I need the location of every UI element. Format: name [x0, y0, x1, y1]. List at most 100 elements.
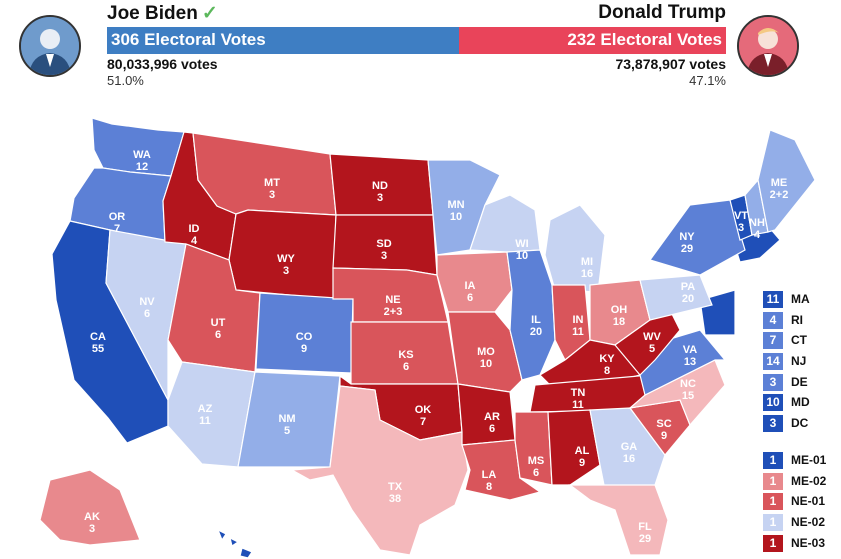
electoral-vote-box: 7 — [763, 332, 783, 350]
state-label-in: IN 11 — [572, 314, 584, 338]
district-ne-03[interactable]: 1 NE-03 — [763, 534, 838, 555]
small-state-ct[interactable]: 7 CT — [763, 331, 838, 352]
state-abbreviation: MA — [791, 292, 810, 306]
winner-check-icon: ✓ — [201, 3, 218, 24]
state-fl[interactable] — [568, 484, 669, 556]
electoral-vote-box: 1 — [763, 452, 783, 469]
small-state-de[interactable]: 3 DE — [763, 373, 838, 394]
district-me-02[interactable]: 1 ME-02 — [763, 472, 838, 493]
state-label-ga: GA 16 — [621, 441, 638, 465]
state-al[interactable] — [547, 409, 601, 486]
trump-avatar — [737, 15, 799, 77]
state-label-wv: WV 5 — [643, 331, 661, 355]
state-label-nv: NV 6 — [139, 296, 155, 320]
small-state-ma[interactable]: 11 MA — [763, 290, 838, 311]
district-ne-01[interactable]: 1 NE-01 — [763, 492, 838, 513]
district-ne-02[interactable]: 1 NE-02 — [763, 513, 838, 534]
electoral-vote-box: 4 — [763, 311, 783, 329]
small-state-nj[interactable]: 14 NJ — [763, 352, 838, 373]
electoral-vote-box: 1 — [763, 472, 783, 490]
state-label-vt: VT 3 — [734, 210, 748, 234]
trump-electoral-votes: 232 Electoral Votes — [567, 30, 722, 49]
state-abbreviation: RI — [791, 312, 803, 327]
state-label-nc: NC 15 — [680, 378, 696, 402]
person-silhouette-icon — [21, 17, 79, 75]
state-label-me: ME 2+2 — [770, 177, 789, 201]
state-abbreviation: NE-02 — [791, 515, 826, 530]
biden-name-text: Joe Biden — [107, 3, 198, 24]
trump-popular-votes: 73,878,907 votes — [615, 56, 726, 72]
state-label-ak: AK 3 — [84, 511, 100, 535]
person-silhouette-icon — [739, 17, 797, 75]
state-label-wa: WA 12 — [133, 149, 151, 173]
state-label-ky: KY 8 — [599, 353, 615, 377]
electoral-vote-box: 11 — [763, 291, 783, 308]
state-label-mo: MO 10 — [477, 346, 495, 370]
state-label-id: ID 4 — [189, 223, 200, 247]
state-label-ny: NY 29 — [679, 231, 695, 255]
state-label-ia: IA 6 — [465, 280, 476, 304]
state-ms[interactable] — [514, 411, 553, 486]
state-label-tn: TN 11 — [571, 387, 586, 411]
state-abbreviation: NJ — [791, 354, 807, 369]
small-state-md[interactable]: 10 MD — [763, 393, 838, 414]
state-tx[interactable] — [289, 385, 469, 556]
state-label-sd: SD 3 — [376, 238, 391, 262]
electoral-vote-box: 14 — [763, 353, 783, 371]
state-abbreviation: ME-02 — [791, 473, 827, 488]
electoral-vote-box: 1 — [763, 534, 783, 552]
electoral-vote-box: 3 — [763, 373, 783, 391]
state-ny[interactable] — [649, 199, 746, 276]
state-label-mi: MI 16 — [581, 256, 593, 280]
electoral-vote-box: 1 — [763, 493, 783, 511]
state-shape — [216, 528, 253, 559]
state-label-wy: WY 3 — [277, 253, 295, 277]
biden-electoral-votes: 306 Electoral Votes — [111, 30, 266, 49]
state-abbreviation: NE-03 — [791, 535, 826, 550]
district-me-01[interactable]: 1 ME-01 — [763, 451, 838, 472]
state-label-co: CO 9 — [296, 331, 313, 355]
small-state-dc[interactable]: 3 DC — [763, 414, 838, 435]
district-list: 1 ME-01 1 ME-02 1 NE-01 1 NE-02 1 NE-03 — [763, 451, 838, 554]
state-abbreviation: DE — [791, 374, 808, 389]
biden-popular-votes: 80,033,996 votes — [107, 56, 218, 72]
state-abbreviation: CT — [791, 333, 807, 348]
biden-vote-percent: 51.0% — [107, 73, 144, 88]
state-label-wi: WI 10 — [515, 238, 528, 262]
electoral-vote-box: 1 — [763, 514, 783, 532]
trump-electoral-bar: 232 Electoral Votes — [459, 27, 726, 54]
state-label-ar: AR 6 — [484, 411, 500, 435]
state-pa[interactable] — [639, 274, 713, 321]
state-label-ca: CA 55 — [90, 331, 106, 355]
state-label-az: AZ 11 — [198, 403, 213, 427]
state-label-pa: PA 20 — [681, 281, 696, 305]
state-label-il: IL 20 — [530, 314, 542, 338]
state-label-ne: NE 2+3 — [384, 294, 403, 318]
state-me[interactable] — [757, 129, 816, 233]
state-label-al: AL 9 — [575, 445, 590, 469]
state-ak[interactable] — [39, 469, 141, 546]
state-label-nm: NM 5 — [278, 413, 295, 437]
state-label-ut: UT 6 — [211, 317, 226, 341]
state-label-ks: KS 6 — [398, 349, 413, 373]
trump-name: Donald Trump — [598, 2, 726, 23]
electoral-vote-box: 3 — [763, 415, 783, 433]
state-label-ms: MS 6 — [528, 455, 545, 479]
small-states-list: 11 MA 4 RI 7 CT 14 NJ 3 DE 10 MD 3 DC — [763, 290, 838, 435]
state-label-oh: OH 18 — [611, 304, 628, 328]
state-label-fl: FL 29 — [638, 521, 652, 545]
biden-electoral-bar: 306 Electoral Votes — [107, 27, 459, 54]
small-state-ri[interactable]: 4 RI — [763, 311, 838, 332]
state-label-ok: OK 7 — [415, 404, 432, 428]
state-abbreviation: DC — [791, 416, 809, 431]
state-mi[interactable] — [544, 204, 606, 293]
state-abbreviation: ME-01 — [791, 453, 827, 467]
state-abbreviation: MD — [791, 395, 810, 410]
state-label-va: VA 13 — [683, 344, 698, 368]
biden-avatar — [19, 15, 81, 77]
state-mt[interactable] — [192, 132, 337, 216]
state-label-mt: MT 3 — [264, 177, 280, 201]
state-label-or: OR 7 — [109, 211, 126, 235]
biden-name: Joe Biden ✓ — [107, 2, 218, 25]
